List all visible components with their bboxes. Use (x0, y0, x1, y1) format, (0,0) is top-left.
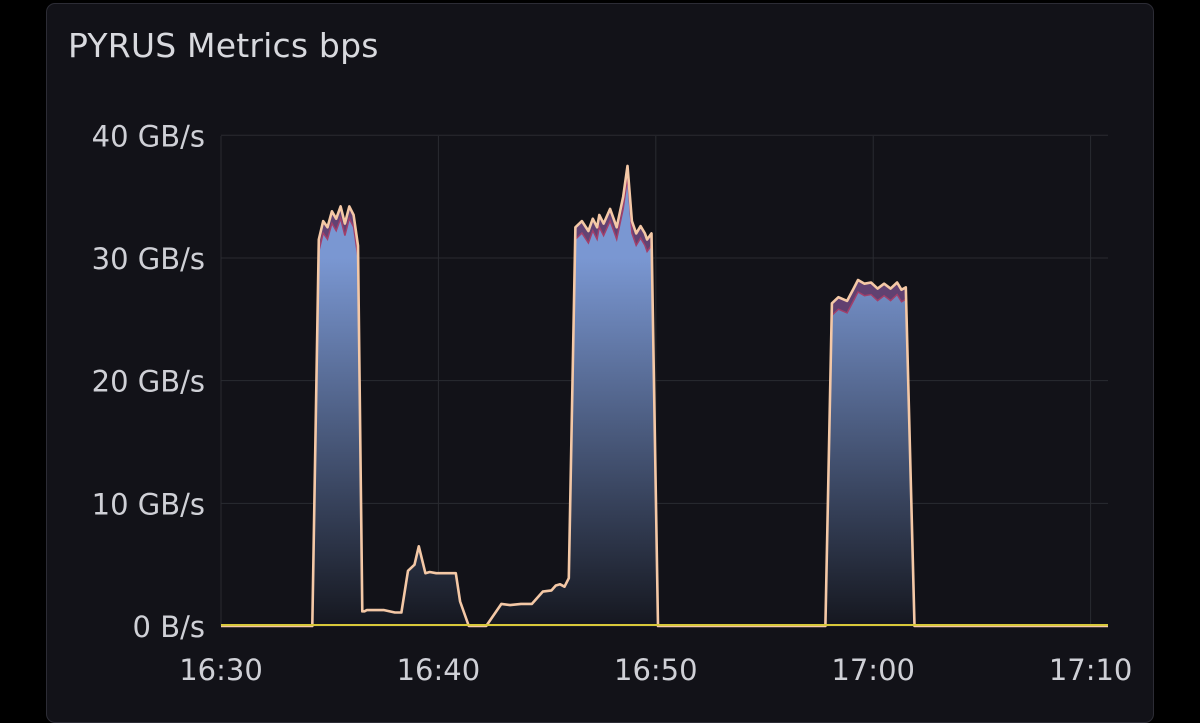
series-area (221, 165, 1108, 626)
x-tick-label: 17:00 (831, 653, 915, 687)
x-tick-label: 16:30 (179, 653, 263, 687)
plot-area (221, 164, 1108, 628)
y-tick-label: 0 B/s (133, 610, 205, 644)
chart-canvas: 0 B/s10 GB/s20 GB/s30 GB/s40 GB/s 16:30 1… (92, 119, 1133, 687)
panel-title[interactable]: PYRUS Metrics bps (68, 26, 379, 65)
y-tick-label: 10 GB/s (92, 487, 205, 521)
series-line (221, 164, 1108, 628)
y-tick-label: 30 GB/s (92, 242, 205, 276)
x-tick-label: 16:50 (614, 653, 698, 687)
x-tick-label: 16:40 (397, 653, 481, 687)
x-axis: 16:30 16:40 16:50 17:00 17:10 (179, 653, 1132, 687)
y-axis: 0 B/s 10 GB/s 20 GB/s 30 GB/s 40 GB/s (92, 119, 205, 644)
y-tick-label: 40 GB/s (92, 119, 205, 153)
y-tick-label: 20 GB/s (92, 365, 205, 399)
x-tick-label: 17:10 (1049, 653, 1133, 687)
grid (220, 134, 1108, 627)
